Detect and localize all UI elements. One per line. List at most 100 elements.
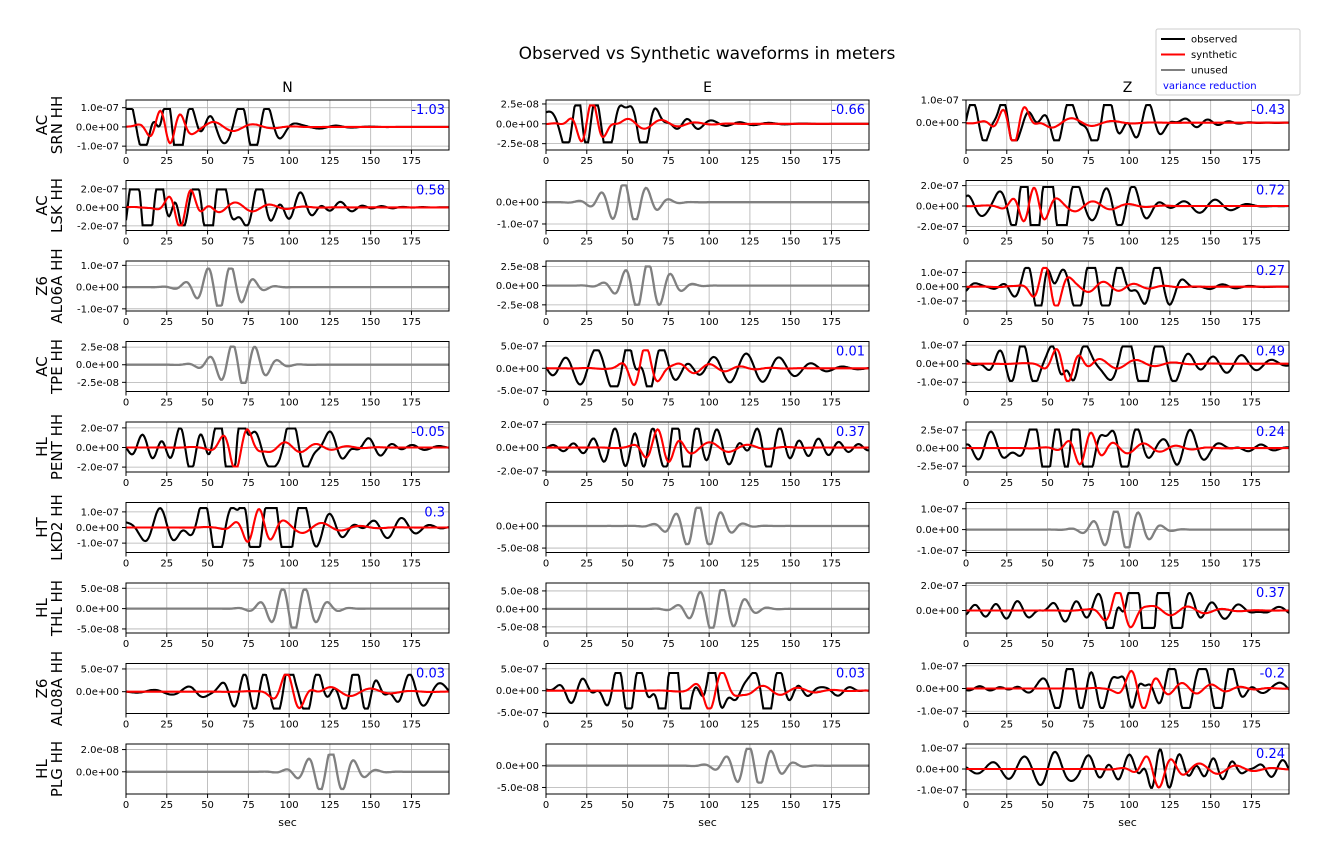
- x-tick-label: 75: [242, 559, 255, 570]
- x-tick-label: 125: [320, 398, 339, 409]
- x-tick-label: 100: [280, 800, 299, 811]
- x-tick-label: 175: [402, 478, 421, 489]
- x-tick-label: 100: [1120, 478, 1139, 489]
- x-tick-label: 175: [822, 559, 841, 570]
- y-tick-label: 1.0e-07: [81, 103, 119, 114]
- x-tick-label: 175: [822, 800, 841, 811]
- unused-trace: [546, 747, 869, 784]
- x-tick-label: 0: [543, 639, 549, 650]
- x-tick-label: 150: [781, 237, 800, 248]
- y-tick-label: 0.0e+00: [916, 444, 959, 455]
- x-tick-label: 150: [361, 720, 380, 731]
- legend-entry: unused: [1161, 66, 1228, 77]
- waveform-panel-e: 0 25 50 75 100 125 150 175 0.0e+00 -5.0e-08 sec: [496, 743, 870, 829]
- panel-frame: [545, 582, 870, 634]
- column-title-n: N: [282, 80, 292, 96]
- x-tick-label: 175: [822, 639, 841, 650]
- variance-reduction-label: 0.03: [416, 667, 445, 682]
- x-tick-label: 150: [1201, 559, 1220, 570]
- x-tick-label: 100: [1120, 800, 1139, 811]
- x-tick-label: 0: [543, 478, 549, 489]
- x-tick-label: 50: [201, 639, 214, 650]
- x-tick-label: 50: [621, 156, 634, 167]
- unused-trace: [126, 588, 449, 629]
- x-tick-label: 125: [740, 720, 759, 731]
- unused-trace: [126, 753, 449, 791]
- x-tick-label: 125: [320, 478, 339, 489]
- x-tick-label: 125: [1160, 720, 1179, 731]
- y-tick-label: 1.0e-07: [921, 341, 959, 352]
- x-tick-label: 0: [543, 156, 549, 167]
- x-tick-label: 100: [280, 317, 299, 328]
- x-tick-label: 25: [160, 639, 173, 650]
- x-tick-label: 175: [822, 478, 841, 489]
- x-tick-label: 25: [1000, 720, 1013, 731]
- x-tick-label: 175: [1242, 559, 1261, 570]
- unused-trace: [546, 506, 869, 546]
- waveform-panel-z: 0 25 50 75 100 125 150 175 1.0e-07 0.0e+00 -1.0e-0…: [916, 661, 1290, 731]
- x-tick-label: 100: [280, 237, 299, 248]
- waveform-panel-z: 0 25 50 75 100 125 150 175 1.0e-07 0.0e+00 -1.0e-0…: [916, 341, 1290, 409]
- x-tick-label: 125: [740, 398, 759, 409]
- x-tick-label: 125: [320, 559, 339, 570]
- y-tick-label: 1.0e-07: [921, 268, 959, 279]
- y-tick-label: -2.0e-07: [77, 463, 119, 474]
- observed-trace: [966, 345, 1289, 382]
- variance-reduction-label: -0.43: [1251, 103, 1285, 118]
- legend: observed synthetic unused variance reductio…: [1155, 28, 1301, 96]
- panel-frame: [965, 341, 1290, 392]
- x-tick-label: 75: [662, 559, 675, 570]
- synthetic-trace: [126, 109, 449, 145]
- y-tick-label: 1.0e-07: [81, 507, 119, 518]
- panel-frame: [545, 421, 870, 473]
- x-tick-label: 175: [402, 237, 421, 248]
- x-tick-label: 125: [740, 559, 759, 570]
- x-tick-label: 75: [1082, 156, 1095, 167]
- x-tick-label: 0: [543, 237, 549, 248]
- x-tick-label: 150: [361, 156, 380, 167]
- legend-entry: variance reduction: [1163, 81, 1257, 92]
- x-tick-label: 25: [580, 478, 593, 489]
- x-tick-label: 75: [242, 800, 255, 811]
- synthetic-trace: [546, 104, 869, 143]
- y-tick-label: -1.0e-07: [917, 546, 959, 557]
- panel-frame: [125, 341, 450, 392]
- x-tick-label: 75: [662, 720, 675, 731]
- x-tick-label: 100: [280, 639, 299, 650]
- y-tick-label: -2.5e-08: [77, 378, 119, 389]
- x-tick-label: 0: [123, 317, 129, 328]
- x-tick-label: 75: [1082, 398, 1095, 409]
- y-tick-label: -1.0e-07: [497, 219, 539, 230]
- station-name: SRN HH: [48, 96, 66, 155]
- x-tick-label: 0: [123, 800, 129, 811]
- x-tick-label: 125: [740, 800, 759, 811]
- y-tick-label: -1.0e-07: [77, 539, 119, 550]
- y-tick-label: 0.0e+00: [76, 283, 119, 294]
- x-tick-label: 0: [543, 800, 549, 811]
- x-tick-label: 25: [580, 398, 593, 409]
- x-tick-label: 25: [160, 800, 173, 811]
- y-tick-label: 0.0e+00: [76, 360, 119, 371]
- x-tick-label: 0: [543, 398, 549, 409]
- x-tick-label: 50: [621, 478, 634, 489]
- waveform-panel-z: 0 25 50 75 100 125 150 175 2.5e-07 0.0e+00 -2.5e-0…: [916, 421, 1290, 489]
- synthetic-trace: [546, 349, 869, 387]
- y-tick-label: 2.5e-08: [501, 99, 539, 110]
- waveform-panel-n: 0 25 50 75 100 125 150 175 1.0e-07 0.0e+00 -1.0e-0…: [76, 99, 450, 167]
- synthetic-trace: [546, 428, 869, 463]
- x-tick-label: 125: [320, 800, 339, 811]
- x-tick-label: 150: [781, 559, 800, 570]
- y-tick-label: 0.0e+00: [76, 687, 119, 698]
- x-tick-label: 25: [580, 559, 593, 570]
- y-tick-label: 0.0e+00: [76, 203, 119, 214]
- x-tick-label: 125: [1160, 478, 1179, 489]
- x-tick-label: 150: [781, 156, 800, 167]
- x-tick-label: 125: [1160, 639, 1179, 650]
- y-tick-label: -1.0e-07: [77, 142, 119, 153]
- y-tick-label: 5.0e-08: [501, 586, 539, 597]
